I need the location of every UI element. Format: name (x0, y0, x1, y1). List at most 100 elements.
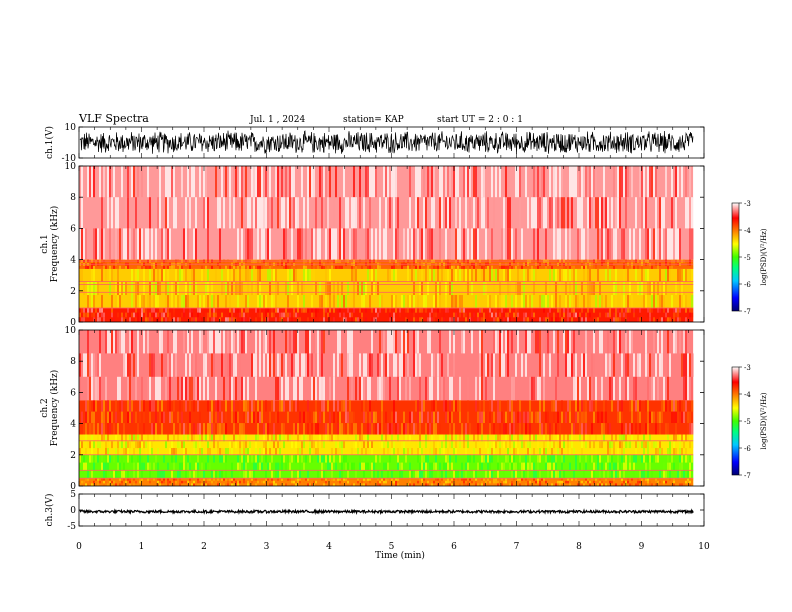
s1-pixel (433, 166, 435, 198)
s2-pixel (619, 330, 621, 354)
s2-pixel (225, 434, 227, 442)
s2-pixel (301, 448, 303, 455)
s2-pixel (155, 376, 157, 401)
s2-pixel (407, 423, 409, 435)
s1-pixel (179, 269, 181, 282)
s1-pixel (207, 228, 209, 260)
s2-pixel (185, 470, 187, 479)
s2-pixel (645, 400, 647, 412)
s2-pixel (639, 400, 641, 412)
s2-pixel (503, 462, 505, 471)
s2-pixel (387, 441, 389, 449)
s2-pixel (443, 376, 445, 401)
s1-pixel (559, 166, 561, 198)
s1-pixel (89, 166, 91, 198)
s1-pixel (441, 317, 443, 322)
s2-pixel (667, 434, 669, 442)
s2-pixel (89, 423, 91, 435)
s1-pixel (259, 265, 261, 269)
s2-pixel (513, 448, 515, 455)
s2-pixel (245, 470, 247, 479)
s2-pixel (323, 470, 325, 479)
s1-pixel (617, 317, 619, 322)
s2-pixel (583, 353, 585, 377)
s1-pixel (381, 295, 383, 308)
s2-pixel (329, 462, 331, 471)
s2-pixel (217, 411, 219, 423)
s2-pixel (367, 448, 369, 455)
s1-pixel (313, 269, 315, 282)
s2-pixel (613, 353, 615, 377)
s1-pixel (325, 166, 327, 198)
s2-pixel (323, 462, 325, 471)
s2-pixel (259, 411, 261, 423)
s1-pixel (465, 166, 467, 198)
s2-pixel (397, 483, 399, 486)
s1-pixel (507, 317, 509, 322)
s1-pixel (181, 312, 183, 318)
s2-pixel (617, 454, 619, 463)
s1-pixel (315, 282, 317, 295)
s2-pixel (593, 353, 595, 377)
s2-pixel (213, 470, 215, 479)
s1-pixel (229, 312, 231, 318)
s2-pixel (307, 400, 309, 412)
s1-pixel (275, 295, 277, 308)
s2-pixel (491, 470, 493, 479)
s1-pixel (517, 308, 519, 313)
s1-pixel (571, 317, 573, 322)
s1-pixel (495, 308, 497, 313)
s1-pixel (597, 269, 599, 282)
s1-pixel (489, 295, 491, 308)
s1-pixel (321, 228, 323, 260)
s2-pixel (337, 411, 339, 423)
s2-pixel (559, 441, 561, 449)
s2-pixel (685, 400, 687, 412)
s2-pixel (307, 483, 309, 486)
s2-pixel (253, 462, 255, 471)
s1-pixel (251, 166, 253, 198)
s2-pixel (553, 423, 555, 435)
s2-pixel (687, 454, 689, 463)
s1-pixel (119, 228, 121, 260)
s1-pixel (407, 228, 409, 260)
s2-pixel (359, 376, 361, 401)
s1-pixel (475, 269, 477, 282)
s2-pixel (123, 423, 125, 435)
s2-pixel (441, 376, 443, 401)
s1-pixel (87, 312, 89, 318)
s1-pixel (451, 269, 453, 282)
s2-pixel (591, 478, 593, 481)
s2-pixel (261, 462, 263, 471)
s2-pixel (277, 478, 279, 481)
cb2-tick-label: -4 (744, 391, 751, 399)
s2-pixel (125, 448, 127, 455)
s2-pixel (325, 478, 327, 481)
s2-pixel (229, 478, 231, 481)
s2-pixel (583, 470, 585, 479)
s1-pixel (285, 308, 287, 313)
s2-pixel (105, 454, 107, 463)
s1-pixel (173, 166, 175, 198)
s2-pixel (501, 330, 503, 354)
s2-pixel (555, 400, 557, 412)
s2-pixel (339, 330, 341, 354)
s2-pixel (189, 423, 191, 435)
s2-pixel (295, 423, 297, 435)
s2-pixel (221, 353, 223, 377)
s2-pixel (691, 454, 693, 463)
cb1-tick-label: -6 (744, 281, 751, 289)
s2-pixel (633, 376, 635, 401)
s2-pixel (159, 478, 161, 481)
s2-pixel (495, 478, 497, 481)
s2-pixel (557, 330, 559, 354)
s2-pixel (347, 480, 349, 484)
s2-pixel (183, 462, 185, 471)
s2-pixel (139, 411, 141, 423)
s2-pixel (477, 434, 479, 442)
s1-pixel (503, 295, 505, 308)
s2-pixel (103, 400, 105, 412)
s2-pixel (97, 478, 99, 481)
s2-pixel (153, 353, 155, 377)
s1-pixel (615, 308, 617, 313)
